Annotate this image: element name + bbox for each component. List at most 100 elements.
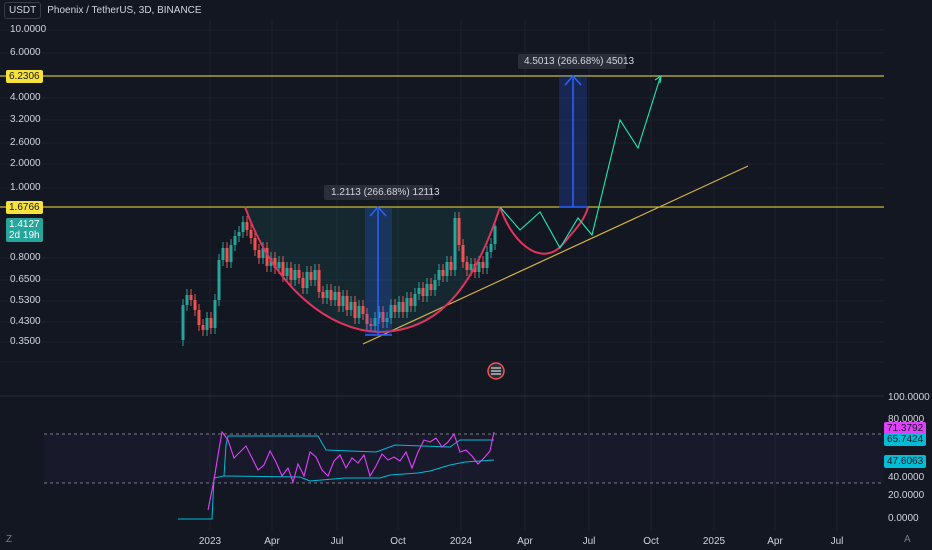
- candle-body: [353, 302, 357, 318]
- candle-body: [197, 310, 201, 325]
- candle-body: [313, 270, 317, 280]
- rising-trend-line: [362, 165, 749, 345]
- candle-body: [317, 270, 321, 292]
- candle-body: [289, 268, 293, 280]
- candle-body: [325, 290, 329, 298]
- candle-body: [205, 318, 209, 330]
- time-tick-label: Apr: [264, 536, 280, 547]
- candle-body: [349, 302, 353, 310]
- candle-body: [413, 294, 417, 306]
- target-price-tag: 6.2306: [6, 70, 43, 83]
- candle-body: [273, 258, 277, 268]
- candle-body: [453, 218, 457, 270]
- candle-body: [201, 325, 205, 330]
- candle-body: [365, 314, 369, 324]
- timezone-button[interactable]: Z: [6, 534, 13, 545]
- time-tick-label: 2023: [199, 536, 222, 547]
- candle-body: [245, 222, 249, 230]
- candle-body: [369, 324, 373, 326]
- rsi-band-background: [44, 434, 884, 483]
- candle-body: [417, 288, 421, 294]
- candle-body: [261, 248, 265, 258]
- measure-arrowhead-1: [369, 205, 387, 217]
- time-axis[interactable]: 2023 Apr Jul Oct 2024 Apr Jul Oct 2025 Apr Jul: [199, 536, 844, 547]
- rsi-lower-line: [223, 459, 495, 482]
- candle-body: [305, 272, 309, 288]
- candle-body: [189, 295, 193, 300]
- candle-body: [445, 262, 449, 276]
- candle-body: [297, 270, 301, 278]
- projection-path: [499, 77, 661, 250]
- measure-label-2: 4.5013 (266.68%) 45013: [524, 56, 635, 67]
- time-tick-label: Jul: [831, 536, 844, 547]
- candle-body: [221, 248, 225, 260]
- candle-body: [485, 252, 489, 268]
- rsi-upper-value-tag: 65.7424: [884, 433, 927, 446]
- price-tick-label: 0.4300: [10, 316, 41, 327]
- candle-body: [257, 250, 261, 258]
- candle-body: [373, 318, 377, 326]
- measure-arrowhead-2: [564, 74, 582, 86]
- candle-body: [357, 306, 361, 318]
- candle-body: [457, 218, 461, 245]
- candle-body: [433, 280, 437, 290]
- candle-body: [229, 245, 233, 262]
- candle-body: [393, 305, 397, 312]
- candle-body: [301, 278, 305, 288]
- rsi-lower-value-tag: 47.6063: [884, 455, 927, 468]
- price-tick-label: 2.0000: [10, 158, 41, 169]
- candle-body: [397, 302, 401, 312]
- candlestick-series: [181, 212, 497, 346]
- candle-body: [329, 290, 333, 300]
- measure-label-bg-1: [324, 185, 433, 200]
- candle-body: [425, 284, 429, 296]
- candle-body: [185, 295, 189, 305]
- candle-body: [441, 270, 445, 276]
- price-tick-label: 0.3500: [10, 336, 41, 347]
- currency-badge[interactable]: USDT: [4, 1, 42, 19]
- time-tick-label: 2025: [703, 536, 726, 547]
- candle-body: [421, 288, 425, 296]
- time-tick-label: Apr: [767, 536, 783, 547]
- price-tick-label: 2.6000: [10, 137, 41, 148]
- candle-body: [253, 238, 257, 250]
- candle-body: [293, 270, 297, 280]
- price-tick-label: 0.5300: [10, 295, 41, 306]
- bar-countdown: 2d 19h: [9, 230, 40, 241]
- last-price-value: 1.4127: [9, 219, 40, 230]
- candle-body: [209, 318, 213, 328]
- candle-body: [241, 222, 245, 232]
- price-tick-label: 6.0000: [10, 47, 41, 58]
- candle-body: [377, 312, 381, 318]
- time-tick-label: Oct: [643, 536, 659, 547]
- oscillator-tick-label: 80.0000: [888, 414, 925, 425]
- price-tick-label: 4.0000: [10, 92, 41, 103]
- candle-body: [309, 272, 313, 280]
- chart-grid: [0, 20, 884, 530]
- time-tick-label: Jul: [331, 536, 344, 547]
- candle-body: [469, 264, 473, 270]
- candle-body: [333, 292, 337, 300]
- candle-body: [217, 260, 221, 300]
- candle-body: [213, 300, 217, 328]
- rsi-upper-line: [178, 435, 494, 520]
- candle-body: [489, 244, 493, 252]
- price-tick-label: 10.0000: [10, 24, 47, 35]
- auto-scale-button[interactable]: A: [904, 534, 911, 545]
- oscillator-tick-label: 100.0000: [888, 392, 930, 403]
- price-tick-label: 0.6500: [10, 274, 41, 285]
- chart-header: USDT Phoenix / TetherUS, 3D, BINANCE: [0, 0, 202, 20]
- rsi-line: [207, 430, 495, 511]
- candle-body: [465, 262, 469, 270]
- candle-body: [389, 305, 393, 318]
- candle-body: [249, 230, 253, 238]
- time-tick-label: Jul: [583, 536, 596, 547]
- candle-body: [461, 245, 465, 262]
- candle-body: [237, 232, 241, 236]
- candle-body: [429, 284, 433, 290]
- price-tick-label: 3.2000: [10, 114, 41, 125]
- candle-body: [225, 248, 229, 262]
- time-tick-label: Apr: [517, 536, 533, 547]
- time-tick-label: 2024: [450, 536, 473, 547]
